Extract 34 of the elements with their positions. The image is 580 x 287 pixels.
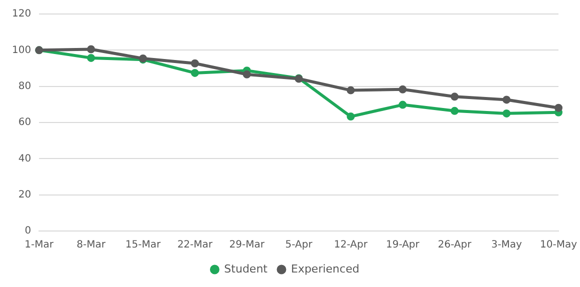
y-tick-label: 100 [12,44,32,56]
x-tick-label: 12-Apr [334,240,368,251]
point [190,68,199,77]
y-tick-label: 60 [18,117,32,128]
point [398,85,407,94]
x-tick-label: 5-Apr [285,240,314,251]
y-tick-label: 120 [12,8,32,20]
point [87,45,96,54]
x-tick-label: 26-Apr [438,240,472,251]
legend-label: Experienced [290,262,360,276]
x-tick-label: 1-Mar [24,240,54,251]
y-tick-label: 80 [18,80,32,92]
point [398,100,407,109]
x-tick-label: 10-May [540,240,578,251]
y-tick-label: 0 [24,226,32,237]
point [242,70,251,78]
point [502,96,511,104]
x-tick-label: 22-Mar [177,240,214,251]
point [554,104,562,112]
point [450,92,459,101]
point [502,109,511,118]
point [190,59,199,68]
x-tick-label: 3-May [491,240,522,251]
point [346,112,355,121]
x-tick-label: 29-Mar [229,240,266,251]
x-tick-label: 19-Apr [386,240,420,251]
point [450,106,459,115]
y-tick-label: 40 [18,153,32,164]
point [346,86,355,94]
legend-label: Student [224,262,268,276]
point [87,54,96,62]
x-tick-label: 15-Mar [125,240,162,251]
x-tick-label: 8-Mar [76,240,106,251]
y-tick-label: 20 [18,189,32,200]
